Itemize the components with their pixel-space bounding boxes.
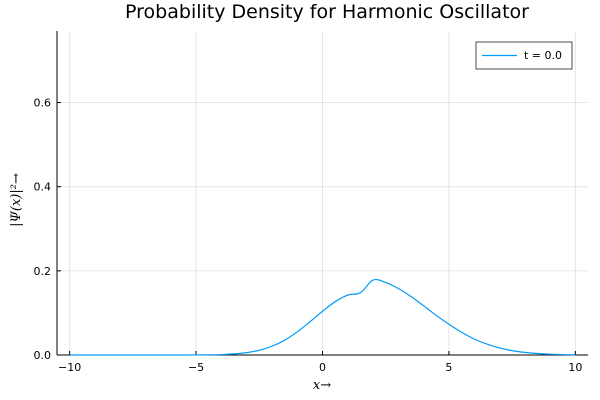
series-layer [69, 278, 576, 356]
x-tick-label-2: 0 [319, 361, 326, 374]
grid [57, 31, 588, 356]
legend: t = 0.0 [475, 41, 573, 70]
y-tick-label-0: 0.0 [34, 349, 52, 362]
legend-label: t = 0.0 [524, 49, 562, 62]
chart-title: Probability Density for Harmonic Oscilla… [125, 1, 529, 23]
series-line-0 [69, 278, 576, 356]
y-tick-label-3: 0.6 [34, 97, 52, 110]
tick-labels: −10 −5 0 5 10 0.0 0.2 0.4 0.6 [34, 97, 583, 374]
x-tick-label-4: 10 [568, 361, 582, 374]
y-axis-label: |Ψ(x)|²→ [9, 173, 24, 227]
x-axis-label: x→ [313, 378, 331, 393]
y-tick-label-2: 0.4 [34, 181, 52, 194]
x-tick-label-1: −5 [188, 361, 204, 374]
x-tick-label-0: −10 [58, 361, 81, 374]
x-tick-label-3: 5 [445, 361, 452, 374]
y-tick-label-1: 0.2 [34, 265, 52, 278]
